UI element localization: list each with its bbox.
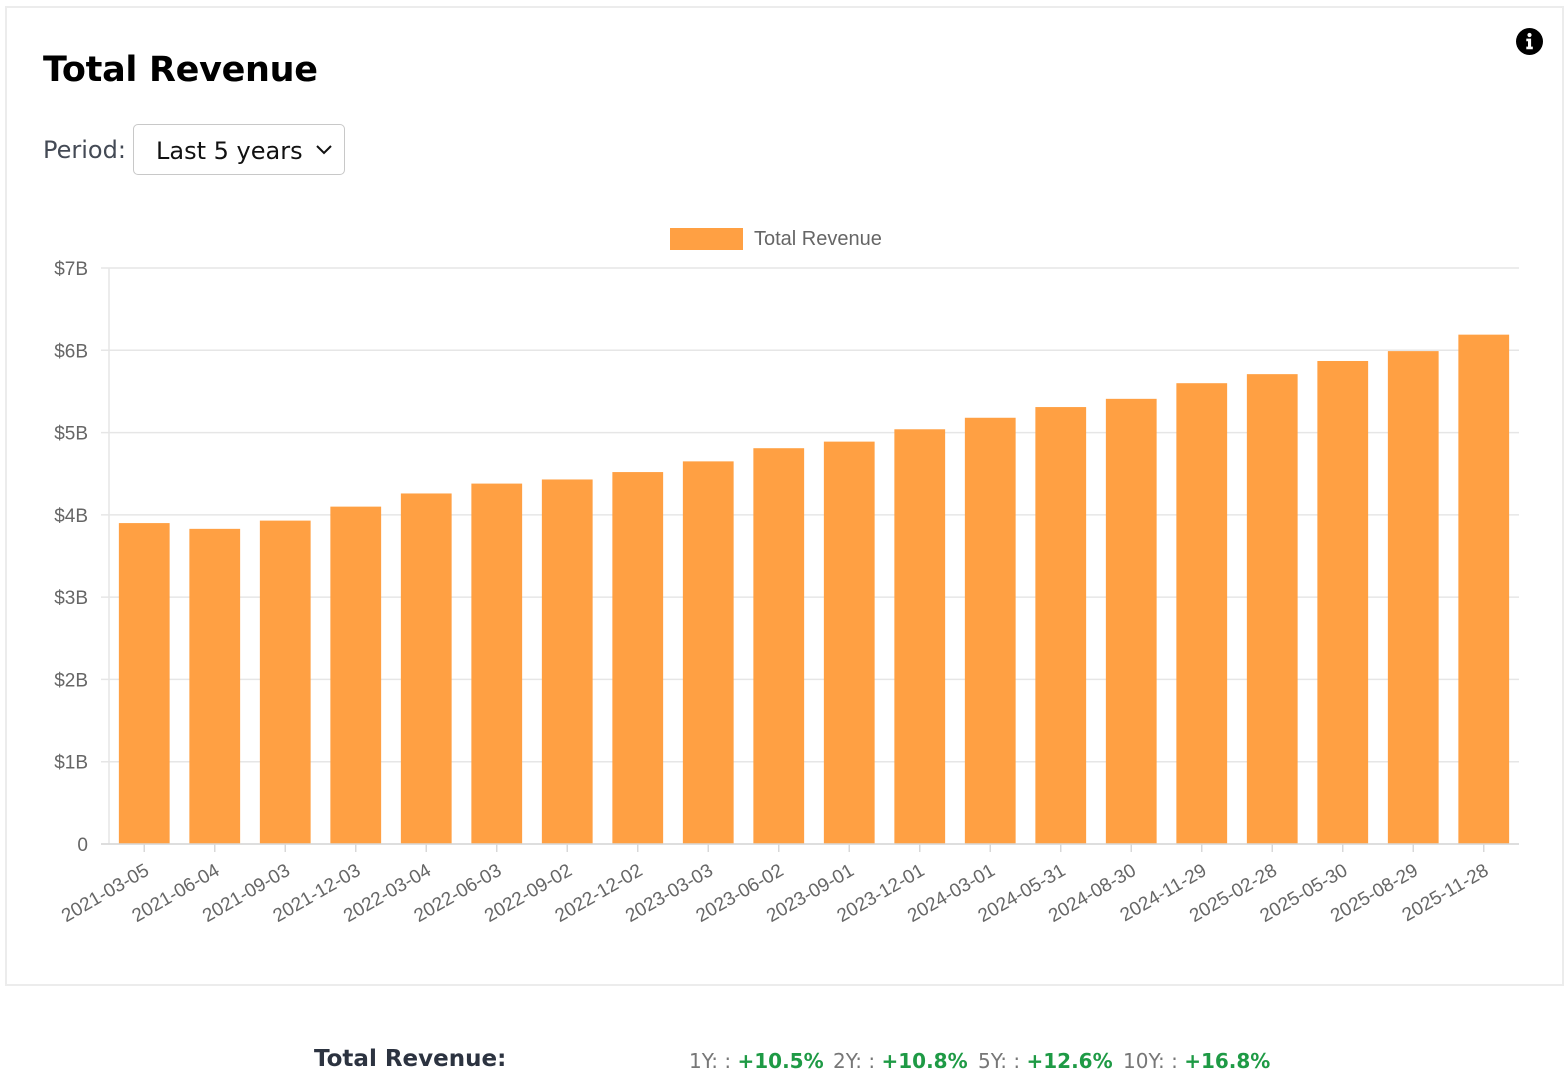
y-tick-label: $3B bbox=[54, 588, 88, 609]
bar bbox=[753, 448, 805, 844]
bar bbox=[330, 506, 382, 844]
y-tick-label: 0 bbox=[77, 835, 88, 856]
bar bbox=[541, 479, 593, 844]
growth-stat-key: 2Y: : bbox=[833, 1049, 876, 1073]
growth-stat-5y: 5Y: : +12.6% bbox=[978, 1049, 1113, 1073]
legend-label: Total Revenue bbox=[754, 228, 882, 250]
bar bbox=[118, 523, 170, 844]
bar bbox=[823, 441, 875, 844]
period-label: Period: bbox=[43, 136, 126, 164]
bar bbox=[1176, 383, 1228, 844]
y-tick-label: $5B bbox=[54, 424, 88, 445]
bar bbox=[1246, 374, 1298, 844]
revenue-bar-chart: 0$1B$2B$3B$4B$5B$6B$7B2021-03-052021-06-… bbox=[54, 228, 1519, 927]
growth-stat-10y: 10Y: : +16.8% bbox=[1123, 1049, 1270, 1073]
growth-stat-value: +12.6% bbox=[1026, 1049, 1113, 1073]
growth-stat-2y: 2Y: : +10.8% bbox=[833, 1049, 968, 1073]
growth-stat-value: +10.5% bbox=[737, 1049, 824, 1073]
bar bbox=[1387, 351, 1439, 844]
bar bbox=[964, 417, 1016, 844]
y-tick-label: $4B bbox=[54, 506, 88, 527]
bar bbox=[612, 472, 664, 844]
y-tick-label: $6B bbox=[54, 341, 88, 362]
growth-summary: Total Revenue: 1Y: : +10.5% 2Y: : +10.8%… bbox=[0, 1040, 1567, 1090]
growth-stat-key: 1Y: : bbox=[689, 1049, 732, 1073]
growth-stat-value: +10.8% bbox=[881, 1049, 968, 1073]
y-tick-label: $2B bbox=[54, 670, 88, 691]
growth-stat-key: 10Y: : bbox=[1123, 1049, 1178, 1073]
growth-stat-key: 5Y: : bbox=[978, 1049, 1021, 1073]
bar bbox=[1035, 407, 1087, 844]
y-tick-label: $7B bbox=[54, 259, 88, 280]
bar bbox=[1317, 360, 1369, 844]
summary-label: Total Revenue: bbox=[314, 1046, 507, 1072]
growth-stat-value: +16.8% bbox=[1184, 1049, 1271, 1073]
legend-swatch bbox=[670, 228, 743, 250]
bar bbox=[259, 520, 311, 844]
bar bbox=[894, 429, 946, 844]
y-tick-label: $1B bbox=[54, 753, 88, 774]
info-circle-icon[interactable] bbox=[1515, 27, 1544, 56]
chevron-down-icon bbox=[316, 145, 332, 155]
bar bbox=[189, 528, 241, 844]
bar bbox=[1458, 334, 1510, 844]
bar bbox=[1105, 398, 1157, 844]
growth-stat-1y: 1Y: : +10.5% bbox=[689, 1049, 824, 1073]
bar bbox=[400, 493, 452, 844]
bar bbox=[682, 461, 734, 844]
page-title: Total Revenue bbox=[43, 50, 318, 90]
period-selected-value: Last 5 years bbox=[156, 137, 303, 165]
bar bbox=[471, 483, 523, 844]
period-select[interactable]: Last 5 years bbox=[133, 124, 345, 175]
